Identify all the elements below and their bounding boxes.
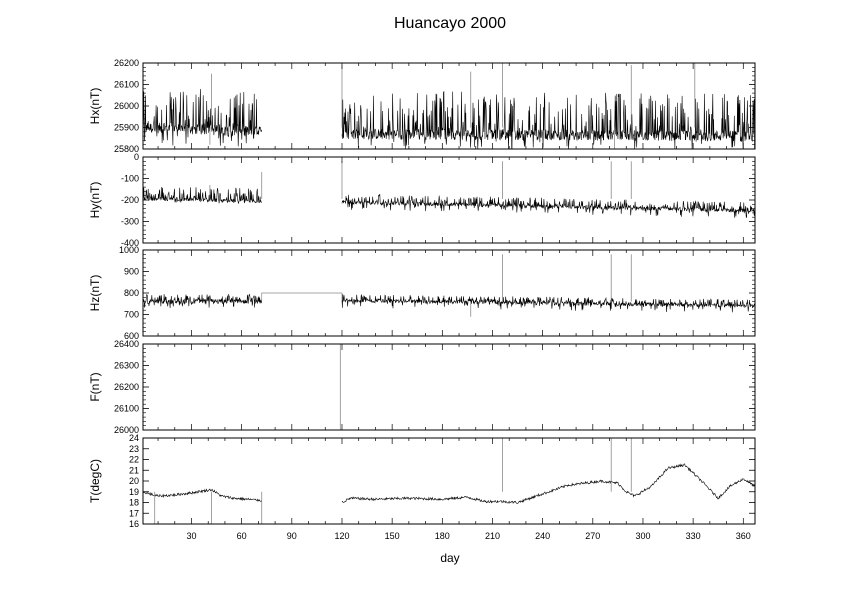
y-tick-label-hx: 25800 [114,144,139,154]
x-tick-label: 240 [535,531,550,541]
x-tick-label: 270 [585,531,600,541]
series-trace-t-1 [341,463,755,504]
series-trace-hx-1 [341,90,755,149]
panels: 2580025900260002610026200Hx(nT)-400-300-… [88,58,756,541]
y-tick-label-hx: 26000 [114,101,139,111]
panel-f: 26000 26100 26200 26300 26400 F(nT) [88,339,756,435]
panel-hx: 25800 25900 26000 26100 26200 Hx(nT) [88,58,756,154]
x-tick-label: 210 [485,531,500,541]
y-tick-label-hy: 0 [134,152,139,162]
y-tick-label-hx: 26100 [114,80,139,90]
y-tick-label-t: 17 [129,508,139,518]
y-tick-label-hz: 700 [124,310,139,320]
plot-area-t [143,438,755,524]
y-tick-label-t: 23 [129,444,139,454]
panel-frame [142,343,756,431]
x-tick-label: 300 [635,531,650,541]
series-trace-hz-1 [341,294,755,313]
y-tick-label-t: 19 [129,487,139,497]
y-axis-label-t: T(degC) [88,459,102,503]
series-trace-hy-1 [341,193,755,218]
x-tick-label: 90 [287,531,297,541]
x-tick-label: 150 [385,531,400,541]
y-tick-label-f: 26000 [114,425,139,435]
plot-area-hz [143,254,755,317]
y-tick-label-t: 24 [129,433,139,443]
y-tick-label-f: 26100 [114,404,139,414]
y-tick-label-t: 22 [129,455,139,465]
y-tick-label-hz: 600 [124,331,139,341]
series-gap-hz [261,292,343,302]
panel-hz: 600 700 800 900 1000 Hz(nT) [88,245,756,341]
y-tick-label-hx: 25900 [114,123,139,133]
series-trace-hx-0 [143,88,262,147]
panel-hy: -400 -300 -200 -100 0 Hy(nT) [88,152,756,248]
y-tick-label-t: 21 [129,465,139,475]
y-tick-label-hz: 800 [124,288,139,298]
x-tick-label: 330 [686,531,701,541]
y-tick-label-hz: 1000 [119,245,139,255]
y-tick-label-f: 26400 [114,339,139,349]
x-tick-label: 180 [435,531,450,541]
plot-area-hy [143,161,755,218]
y-tick-label-t: 20 [129,476,139,486]
x-tick-label: 30 [186,531,196,541]
y-axis-label-hy: Hy(nT) [88,182,102,219]
x-tick-label: 120 [334,531,349,541]
y-tick-label-hy: -300 [121,217,139,227]
plot-area-hx [143,63,755,149]
y-tick-label-hz: 900 [124,267,139,277]
y-tick-label-hy: -100 [121,174,139,184]
panel-frame [142,437,756,525]
x-tick-label: 60 [237,531,247,541]
y-axis-label-f: F(nT) [88,372,102,401]
y-tick-label-f: 26200 [114,382,139,392]
series-trace-hz-0 [143,293,262,309]
y-tick-label-f: 26300 [114,361,139,371]
y-tick-label-hx: 26200 [114,58,139,68]
x-tick-label: 360 [736,531,751,541]
figure-title: Huancayo 2000 [394,15,506,32]
y-tick-label-hy: -400 [121,238,139,248]
series-trace-t-0 [143,488,262,502]
panel-frame [142,249,756,337]
y-tick-label-t: 16 [129,519,139,529]
y-axis-label-hx: Hx(nT) [88,88,102,125]
y-axis-label-hz: Hz(nT) [88,275,102,312]
x-axis-label: day [440,551,459,565]
series-trace-hy-0 [143,187,262,204]
y-tick-label-t: 18 [129,498,139,508]
y-tick-label-hy: -200 [121,195,139,205]
